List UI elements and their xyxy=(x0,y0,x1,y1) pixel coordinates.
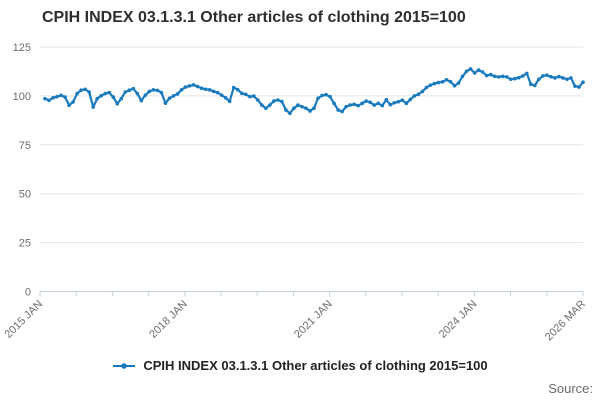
svg-text:2015 JAN: 2015 JAN xyxy=(2,298,45,341)
svg-text:50: 50 xyxy=(19,189,31,201)
svg-text:2024 JAN: 2024 JAN xyxy=(437,298,480,341)
svg-text:2021 JAN: 2021 JAN xyxy=(292,298,335,341)
svg-text:25: 25 xyxy=(19,238,31,250)
legend: CPIH INDEX 03.1.3.1 Other articles of cl… xyxy=(0,358,600,373)
svg-text:2018 JAN: 2018 JAN xyxy=(147,298,190,341)
chart-title: CPIH INDEX 03.1.3.1 Other articles of cl… xyxy=(42,9,466,26)
svg-text:125: 125 xyxy=(13,42,31,54)
svg-text:2026 MAR: 2026 MAR xyxy=(543,298,588,343)
legend-label: CPIH INDEX 03.1.3.1 Other articles of cl… xyxy=(143,358,488,373)
svg-text:100: 100 xyxy=(13,91,31,103)
svg-text:75: 75 xyxy=(19,140,31,152)
svg-text:0: 0 xyxy=(25,287,31,299)
legend-marker-icon xyxy=(113,362,136,369)
source-label: Source: xyxy=(548,381,593,396)
